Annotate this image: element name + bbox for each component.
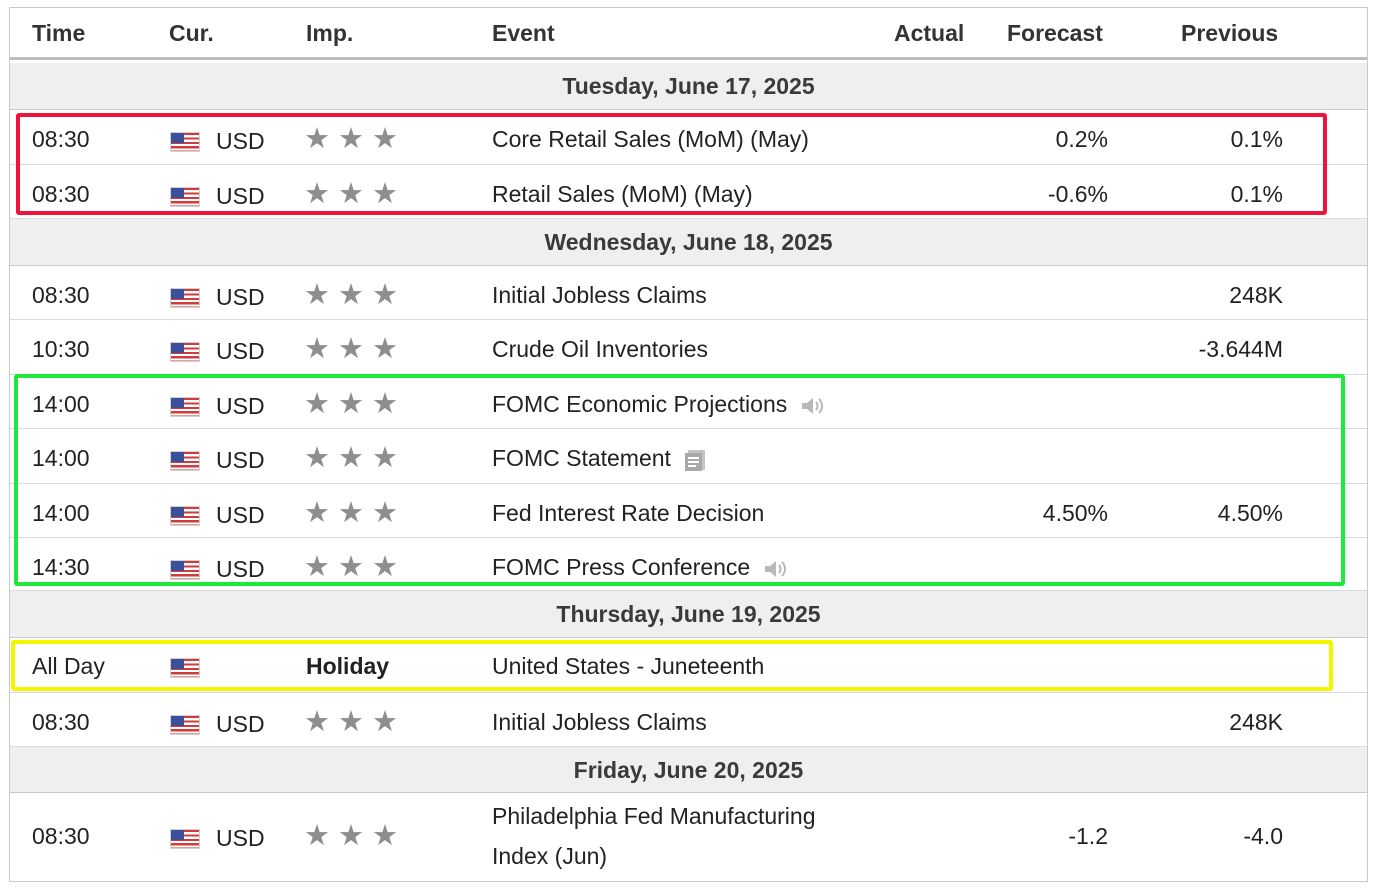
importance-stars: ★★★ <box>304 820 406 852</box>
table-row[interactable]: 14:00 USD ★★★ FOMC Statement <box>10 429 1367 484</box>
forecast-value: 4.50% <box>1042 500 1108 526</box>
speaker-icon[interactable] <box>762 557 788 581</box>
event-time: 08:30 <box>32 282 90 308</box>
header-currency[interactable]: Cur. <box>169 20 214 46</box>
event-name[interactable]: Retail Sales (MoM) (May) <box>492 181 753 207</box>
event-cell: FOMC Economic Projections <box>492 391 825 418</box>
table-row[interactable]: 10:30 USD ★★★ Crude Oil Inventories -3.6… <box>10 320 1367 375</box>
currency: USD <box>216 502 265 528</box>
currency: USD <box>216 338 265 364</box>
table-row[interactable]: All Day Holiday United States - Juneteen… <box>10 638 1367 693</box>
importance-stars: ★★★ <box>304 333 406 365</box>
event-name[interactable]: Crude Oil Inventories <box>492 336 709 362</box>
forecast-value: -1.2 <box>1068 823 1108 849</box>
previous-value: 0.1% <box>1230 126 1283 152</box>
us-flag-icon <box>170 715 200 735</box>
header-importance[interactable]: Imp. <box>306 20 354 46</box>
previous-value: 248K <box>1229 709 1283 735</box>
us-flag-icon <box>170 451 200 471</box>
event-name-line2[interactable]: Index (Jun) <box>492 843 608 869</box>
day-header: Thursday, June 19, 2025 <box>10 591 1367 638</box>
event-time: 08:30 <box>32 709 90 735</box>
table-row[interactable]: 14:30 USD ★★★ FOMC Press Conference <box>10 538 1367 591</box>
day-header: Tuesday, June 17, 2025 <box>10 63 1367 110</box>
currency: USD <box>216 711 265 737</box>
event-time: 08:30 <box>32 126 90 152</box>
currency: USD <box>216 556 265 582</box>
header-event[interactable]: Event <box>492 20 555 46</box>
event-cell: FOMC Statement <box>492 445 707 472</box>
day-header: Wednesday, June 18, 2025 <box>10 219 1367 266</box>
event-time: 08:30 <box>32 823 90 849</box>
table-row[interactable]: 14:00 USD ★★★ Fed Interest Rate Decision… <box>10 484 1367 538</box>
importance-stars: ★★★ <box>304 123 406 155</box>
economic-calendar-table: Time Cur. Imp. Event Actual Forecast Pre… <box>9 7 1368 882</box>
day-header: Friday, June 20, 2025 <box>10 747 1367 793</box>
event-time: All Day <box>32 653 105 679</box>
previous-value: -3.644M <box>1198 336 1283 362</box>
header-forecast[interactable]: Forecast <box>1007 20 1103 46</box>
importance-stars: ★★★ <box>304 388 406 420</box>
us-flag-icon <box>170 506 200 526</box>
currency: USD <box>216 447 265 473</box>
header-previous[interactable]: Previous <box>1181 20 1279 46</box>
event-name[interactable]: FOMC Statement <box>492 445 671 471</box>
importance-stars: ★★★ <box>304 551 406 583</box>
us-flag-icon <box>170 342 200 362</box>
header-actual[interactable]: Actual <box>894 20 965 46</box>
us-flag-icon <box>170 560 200 580</box>
event-name[interactable]: Initial Jobless Claims <box>492 282 707 308</box>
table-row[interactable]: 08:30 USD ★★★ Core Retail Sales (MoM) (M… <box>10 110 1367 165</box>
event-cell: FOMC Press Conference <box>492 554 788 581</box>
us-flag-icon <box>170 397 200 417</box>
event-time: 14:00 <box>32 500 90 526</box>
importance-stars: ★★★ <box>304 442 406 474</box>
table-header: Time Cur. Imp. Event Actual Forecast Pre… <box>10 8 1367 60</box>
previous-value: 4.50% <box>1217 500 1283 526</box>
currency: USD <box>216 183 265 209</box>
event-time: 08:30 <box>32 181 90 207</box>
us-flag-icon <box>170 658 200 678</box>
table-row[interactable]: 14:00 USD ★★★ FOMC Economic Projections <box>10 375 1367 429</box>
event-name-line1[interactable]: Philadelphia Fed Manufacturing <box>492 803 816 829</box>
speaker-icon[interactable] <box>799 394 825 418</box>
event-name[interactable]: Fed Interest Rate Decision <box>492 500 765 526</box>
previous-value: -4.0 <box>1243 823 1283 849</box>
previous-value: 248K <box>1229 282 1283 308</box>
importance-stars: ★★★ <box>304 706 406 738</box>
currency: USD <box>216 128 265 154</box>
us-flag-icon <box>170 187 200 207</box>
importance-stars: ★★★ <box>304 279 406 311</box>
event-time: 14:30 <box>32 554 90 580</box>
importance-stars: ★★★ <box>304 497 406 529</box>
table-row[interactable]: 08:30 USD ★★★ Retail Sales (MoM) (May) -… <box>10 165 1367 219</box>
header-time[interactable]: Time <box>32 20 86 46</box>
event-time: 14:00 <box>32 391 90 417</box>
event-name[interactable]: Core Retail Sales (MoM) (May) <box>492 126 809 152</box>
us-flag-icon <box>170 829 200 849</box>
event-name[interactable]: United States - Juneteenth <box>492 653 765 679</box>
currency: USD <box>216 825 265 851</box>
importance-stars: ★★★ <box>304 178 406 210</box>
forecast-value: -0.6% <box>1047 181 1108 207</box>
event-time: 10:30 <box>32 336 90 362</box>
holiday-label: Holiday <box>306 653 390 679</box>
table-row[interactable]: 08:30 USD ★★★ Initial Jobless Claims 248… <box>10 266 1367 320</box>
currency: USD <box>216 393 265 419</box>
forecast-value: 0.2% <box>1055 126 1108 152</box>
event-name[interactable]: Initial Jobless Claims <box>492 709 707 735</box>
currency: USD <box>216 284 265 310</box>
event-name[interactable]: FOMC Press Conference <box>492 554 751 580</box>
us-flag-icon <box>170 132 200 152</box>
previous-value: 0.1% <box>1230 181 1283 207</box>
document-icon[interactable] <box>683 448 707 472</box>
event-name[interactable]: FOMC Economic Projections <box>492 391 788 417</box>
event-time: 14:00 <box>32 445 90 471</box>
table-row[interactable]: 08:30 USD ★★★ Initial Jobless Claims 248… <box>10 693 1367 747</box>
table-row[interactable]: 08:30 USD ★★★ Philadelphia Fed Manufactu… <box>10 793 1367 881</box>
us-flag-icon <box>170 288 200 308</box>
